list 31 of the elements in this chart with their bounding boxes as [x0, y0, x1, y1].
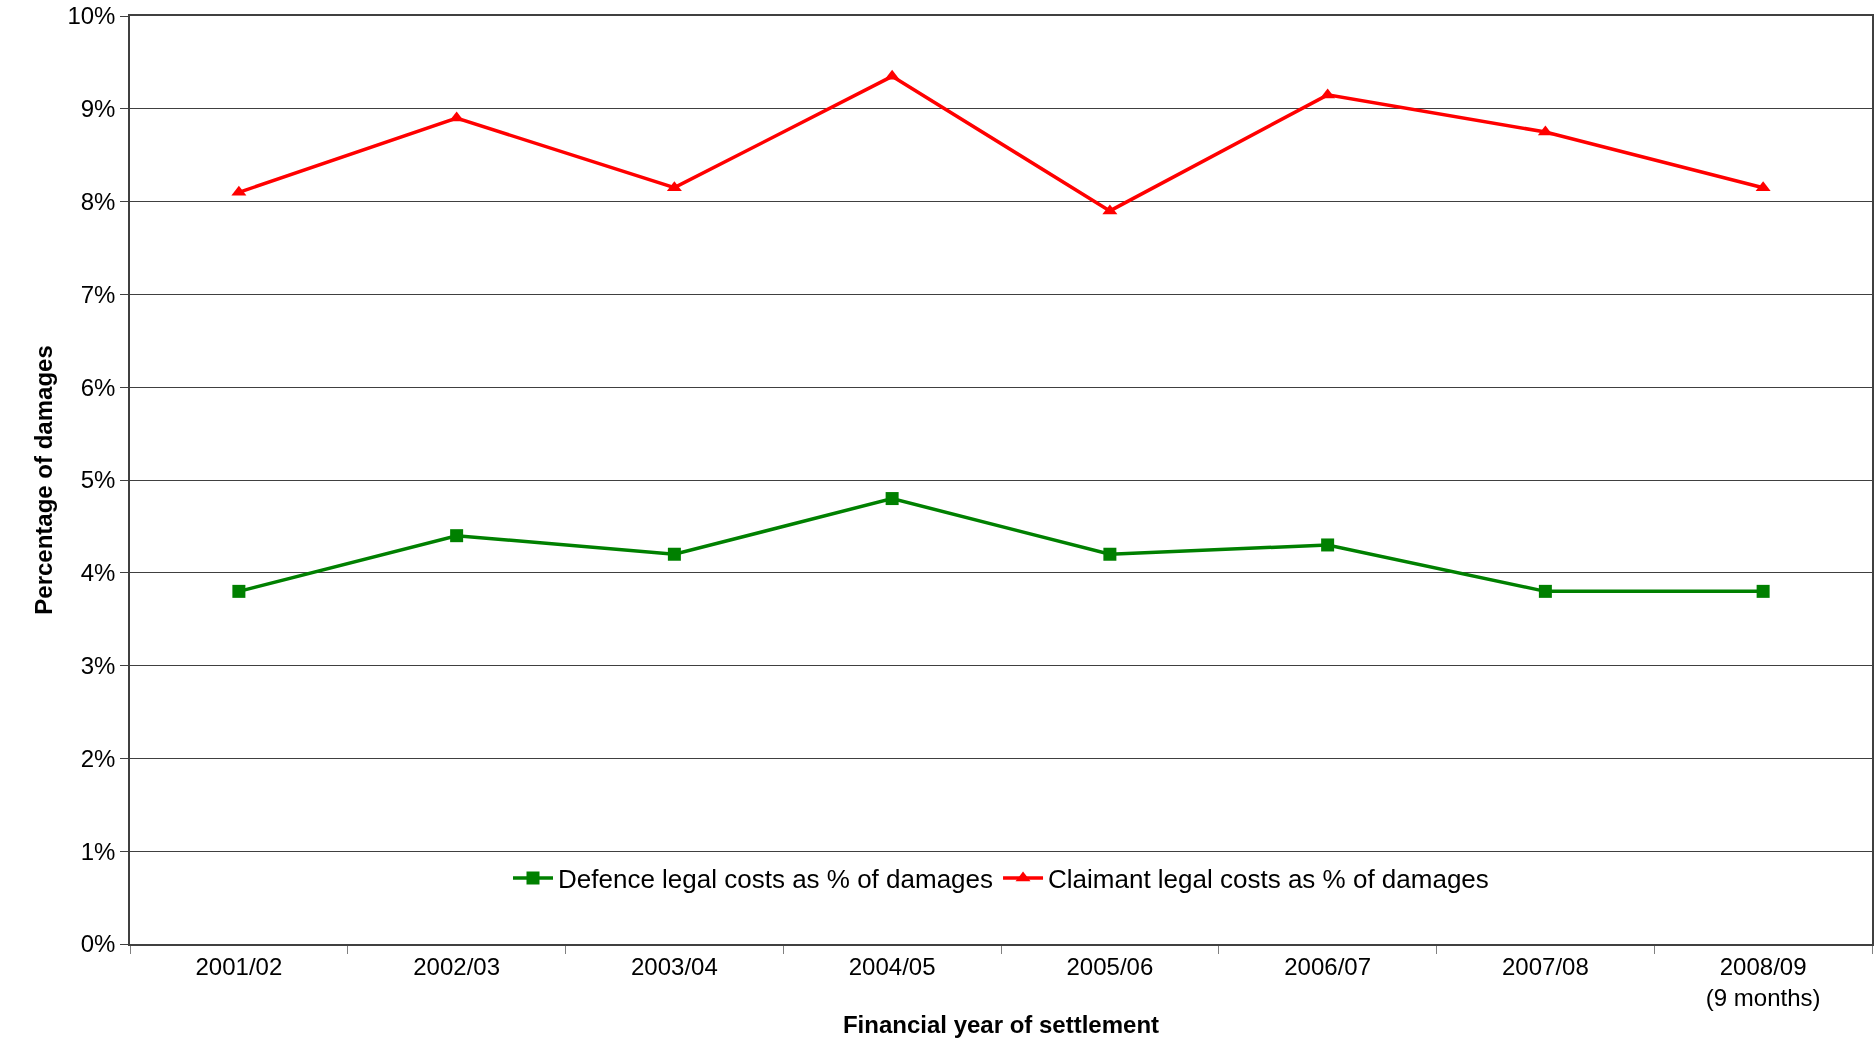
y-axis-title: Percentage of damages [30, 345, 57, 615]
y-tick-label: 7% [80, 280, 116, 308]
x-tick-label: 2006/07 [1284, 952, 1372, 980]
point [450, 529, 464, 543]
x-axis-title: Financial year of settlement [842, 1010, 1160, 1038]
x-tick-label: 2007/08 [1502, 952, 1589, 980]
y-tick-label: 9% [80, 95, 116, 123]
x-tick-label: 2001/02 [195, 952, 283, 980]
point [1538, 584, 1552, 598]
point [1103, 547, 1117, 561]
x-tick-label: 2002/03 [413, 952, 501, 980]
legend-label: Claimant legal costs as % of damages [1048, 864, 1489, 895]
point [1756, 584, 1770, 598]
point [885, 492, 899, 506]
y-tick-label: 2% [80, 744, 116, 772]
x-tick-label: 2008/09 (9 months) [1705, 952, 1821, 1011]
y-tick-label: 8% [80, 188, 116, 215]
y-tick-label: 0% [80, 930, 116, 958]
point [232, 584, 246, 598]
x-tick-label: 2005/06 [1066, 952, 1154, 980]
y-tick-label: 6% [80, 373, 116, 401]
legend-label: Defence legal costs as % of damages [558, 864, 994, 895]
y-tick-label: 3% [80, 652, 116, 679]
y-tick-label: 10% [67, 2, 116, 30]
x-tick-label: 2004/05 [848, 952, 936, 980]
point [667, 547, 681, 561]
y-tick-label: 1% [80, 837, 116, 865]
point [1321, 538, 1335, 552]
y-tick-label: 5% [80, 466, 116, 494]
x-tick-label: 2003/04 [631, 952, 718, 980]
y-tick-label: 4% [80, 559, 116, 587]
